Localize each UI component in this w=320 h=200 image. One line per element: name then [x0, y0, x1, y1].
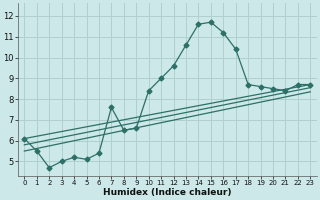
X-axis label: Humidex (Indice chaleur): Humidex (Indice chaleur) — [103, 188, 232, 197]
